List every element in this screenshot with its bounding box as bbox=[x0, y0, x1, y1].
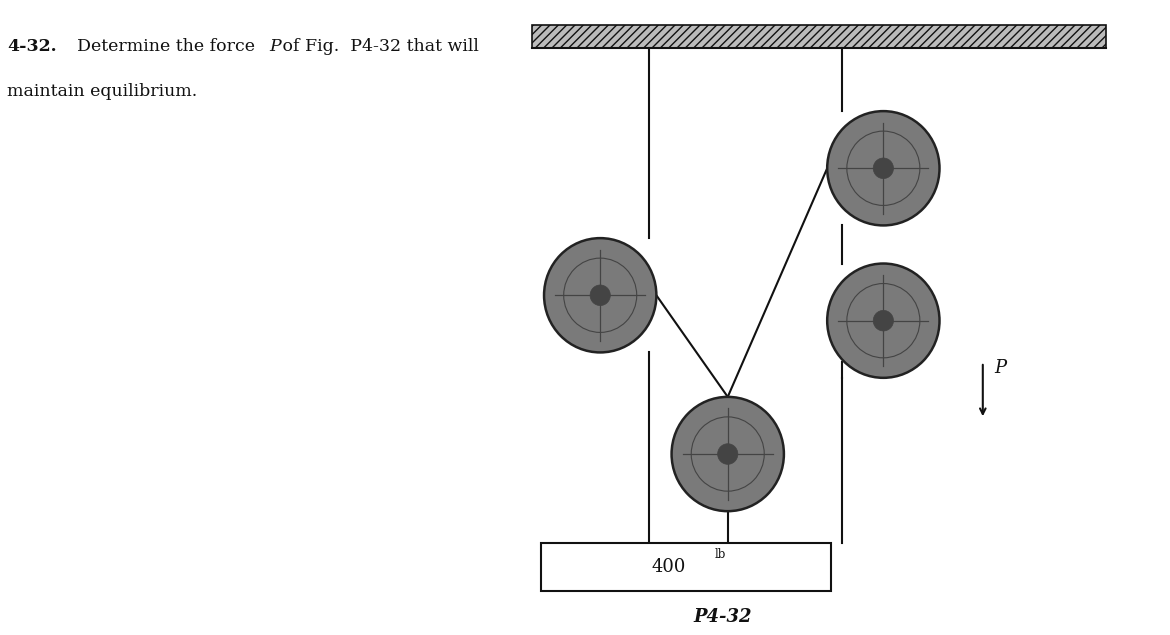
Ellipse shape bbox=[672, 397, 784, 511]
Text: 400: 400 bbox=[651, 558, 686, 576]
Bar bbox=[541, 543, 831, 591]
Ellipse shape bbox=[827, 111, 940, 225]
Ellipse shape bbox=[873, 158, 894, 178]
Text: Determine the force: Determine the force bbox=[77, 38, 261, 55]
Text: lb: lb bbox=[715, 547, 727, 561]
Ellipse shape bbox=[717, 444, 738, 464]
Text: maintain equilibrium.: maintain equilibrium. bbox=[7, 83, 198, 100]
Ellipse shape bbox=[873, 311, 894, 331]
Text: P: P bbox=[994, 359, 1006, 377]
Ellipse shape bbox=[544, 238, 656, 352]
Text: 4-32.: 4-32. bbox=[7, 38, 56, 55]
Ellipse shape bbox=[590, 285, 611, 305]
Text: P4-32: P4-32 bbox=[694, 608, 752, 626]
Bar bbox=[532, 25, 1106, 48]
Text: of Fig.  P4-32 that will: of Fig. P4-32 that will bbox=[277, 38, 480, 55]
Ellipse shape bbox=[827, 264, 940, 378]
Text: P: P bbox=[269, 38, 281, 55]
